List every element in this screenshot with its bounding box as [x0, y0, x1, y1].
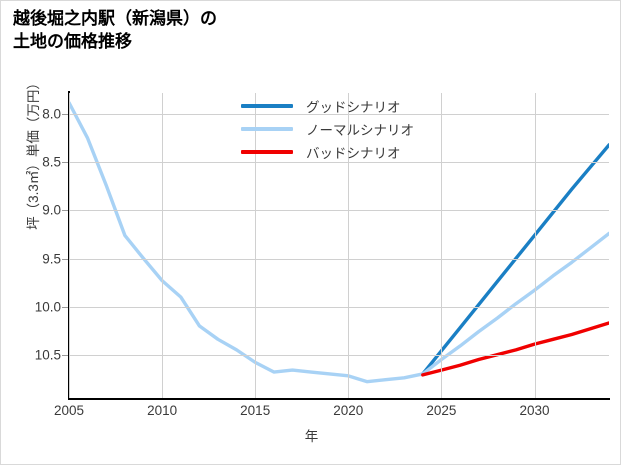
y-tick-label: 10.0 — [34, 299, 61, 315]
y-tick-label: 8.5 — [42, 154, 61, 170]
legend-item[interactable]: ノーマルシナリオ — [241, 117, 471, 140]
y-tick-mark — [62, 354, 68, 356]
series-line — [421, 143, 609, 376]
vertical-gridline — [348, 93, 350, 398]
y-tick-label: 9.0 — [42, 202, 61, 218]
y-tick-mark — [62, 162, 68, 164]
y-tick-mark — [62, 258, 68, 260]
x-tick-label: 2010 — [147, 403, 178, 418]
horizontal-gridline — [69, 258, 609, 260]
legend-color-swatch — [241, 126, 293, 131]
legend-color-swatch — [241, 103, 293, 108]
x-tick-label: 2005 — [53, 403, 85, 418]
y-tick-mark — [62, 210, 68, 212]
horizontal-gridline — [69, 306, 609, 308]
series-line — [69, 100, 425, 384]
legend-item[interactable]: バッドシナリオ — [241, 140, 471, 163]
y-axis-title: 坪（3.3㎡）単価（万円） — [26, 76, 41, 230]
y-tick-label: 9.5 — [42, 251, 61, 266]
legend-label: バッドシナリオ — [306, 145, 401, 161]
plot-area — [69, 93, 609, 398]
y-tick-label: 10.5 — [34, 347, 61, 363]
x-tick-label: 2025 — [426, 403, 457, 418]
legend-label: ノーマルシナリオ — [306, 122, 414, 138]
y-tick-label-group: 10.5 10.0 9.5 9.0 8.5 8.0 — [15, 1, 61, 466]
y-tick-mark — [62, 306, 68, 308]
vertical-gridline — [69, 93, 70, 398]
page-title: 越後堀之内駅（新潟県）の 土地の価格推移 — [13, 9, 217, 51]
x-tick-label: 2015 — [240, 403, 271, 418]
series-line — [421, 321, 609, 377]
chart-lines — [69, 100, 609, 384]
horizontal-gridline — [69, 114, 609, 116]
vertical-gridline — [255, 93, 257, 398]
horizontal-gridline — [69, 354, 609, 356]
y-tick-mark — [62, 114, 68, 116]
x-axis-title: 年 — [304, 429, 319, 444]
x-axis-line — [68, 398, 610, 400]
y-tick-label: 8.0 — [42, 106, 61, 122]
chart-legend: グッドシナリオ ノーマルシナリオ バッドシナリオ — [241, 94, 471, 163]
legend-label: グッドシナリオ — [306, 99, 401, 115]
horizontal-gridline — [69, 210, 609, 212]
legend-color-swatch — [241, 149, 293, 154]
legend-item[interactable]: グッドシナリオ — [241, 94, 471, 117]
vertical-gridline — [162, 93, 164, 398]
horizontal-gridline — [69, 162, 609, 164]
series-line — [421, 231, 609, 376]
x-tick-label: 2020 — [333, 403, 364, 418]
vertical-gridline — [441, 93, 443, 398]
x-tick-label: 2030 — [519, 403, 550, 418]
vertical-gridline — [534, 93, 536, 398]
